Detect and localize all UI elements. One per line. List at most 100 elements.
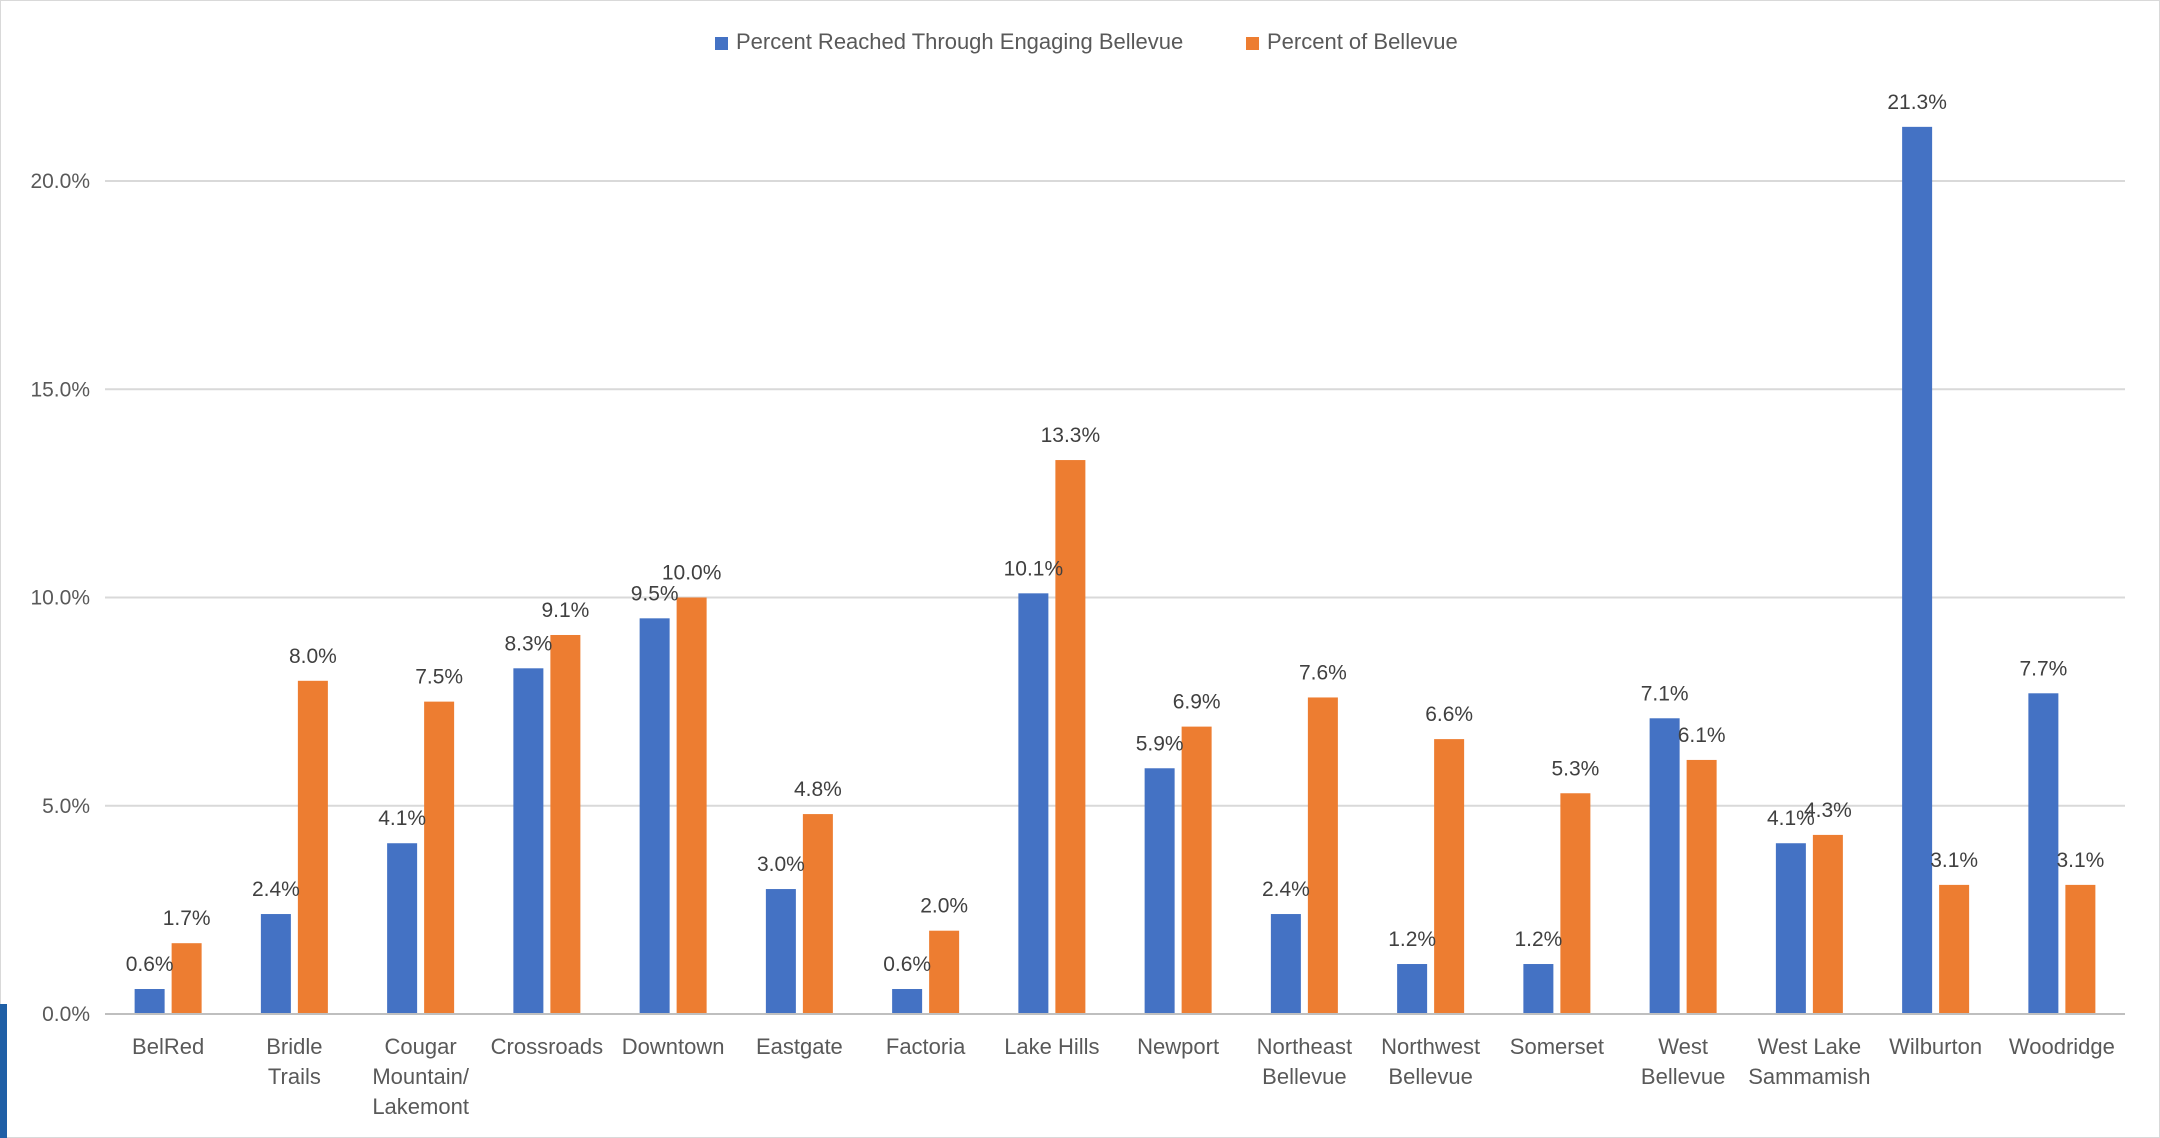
data-label: 6.9% — [1173, 691, 1221, 714]
bar-series-1 — [1649, 718, 1680, 1014]
bar-series-1 — [134, 989, 165, 1014]
x-category-label: Bellevue — [1641, 1064, 1725, 1089]
data-label: 9.1% — [541, 599, 589, 622]
bar-series-2 — [2065, 884, 2096, 1014]
x-category-label: Lake Hills — [1004, 1034, 1099, 1059]
x-category-label: BelRed — [132, 1034, 204, 1059]
data-label: 5.9% — [1136, 732, 1184, 755]
bar-series-2 — [1307, 697, 1338, 1014]
x-category-label: Bellevue — [1262, 1064, 1346, 1089]
bar-series-1 — [1523, 964, 1554, 1014]
x-category-label: Trails — [268, 1064, 321, 1089]
bar-series-2 — [171, 943, 202, 1014]
y-tick-label: 15.0% — [30, 378, 90, 401]
data-label: 6.6% — [1425, 703, 1473, 726]
x-axis: BelRed Bridle Trails Cougar Mountain/Lakemon… — [105, 1013, 2125, 1119]
data-label: 13.3% — [1041, 424, 1101, 447]
data-label: 10.1% — [1004, 557, 1064, 580]
x-category-label: Cougar — [385, 1034, 457, 1059]
data-label: 21.3% — [1887, 91, 1947, 114]
data-label: 4.1% — [1767, 807, 1815, 830]
data-label: 10.0% — [662, 562, 722, 585]
bar-series-2 — [676, 597, 707, 1014]
bar-series-2 — [550, 634, 581, 1014]
data-label: 7.5% — [415, 666, 463, 689]
bar-series-2 — [929, 930, 960, 1014]
bar-series-1 — [387, 843, 418, 1014]
bars — [134, 126, 2096, 1015]
x-category-label: West — [1658, 1034, 1708, 1059]
data-labels: 0.6% 2.4% 4.1% 8.3% 9.5% 3.0% 0.6% 10.1% 5.9% 2.4… — [126, 91, 2105, 976]
legend-swatch — [715, 37, 728, 50]
x-category-label: Wilburton — [1889, 1034, 1982, 1059]
bar-series-1 — [1397, 964, 1428, 1014]
bar-series-2 — [424, 701, 455, 1014]
bar-series-1 — [765, 889, 796, 1014]
legend-swatch — [1246, 37, 1259, 50]
data-label: 4.1% — [378, 807, 426, 830]
data-label: 6.1% — [1678, 724, 1726, 747]
legend: Percent Reached Through Engaging Bellevu… — [715, 29, 1458, 54]
left-accent-bar — [0, 1004, 7, 1138]
x-category-label: Factoria — [886, 1034, 966, 1059]
data-label: 2.4% — [1262, 878, 1310, 901]
bar-series-2 — [1434, 739, 1465, 1014]
data-label: 3.1% — [2056, 849, 2104, 872]
bar-series-2 — [802, 814, 833, 1014]
x-category-label: Newport — [1137, 1034, 1219, 1059]
x-category-label: Bellevue — [1388, 1064, 1472, 1089]
x-category-label: Northeast — [1257, 1034, 1352, 1059]
y-axis: 0.0% 5.0% 10.0% 15.0% 20.0% — [30, 170, 90, 1026]
bar-series-1 — [1902, 126, 1933, 1015]
data-label: 3.1% — [1930, 849, 1978, 872]
data-label: 2.4% — [252, 878, 300, 901]
bar-series-1 — [1270, 914, 1301, 1014]
bar-series-1 — [513, 668, 544, 1014]
x-category-label: Bridle — [266, 1034, 322, 1059]
data-label: 4.3% — [1804, 799, 1852, 822]
x-category-label: Downtown — [622, 1034, 725, 1059]
x-category-label: Sammamish — [1748, 1064, 1870, 1089]
bar-series-2 — [1812, 834, 1843, 1014]
legend-label: Percent of Bellevue — [1267, 29, 1458, 54]
bar-series-1 — [260, 914, 291, 1014]
x-category-label: Northwest — [1381, 1034, 1480, 1059]
x-category-label: Crossroads — [491, 1034, 603, 1059]
y-tick-label: 0.0% — [42, 1003, 90, 1026]
y-tick-label: 10.0% — [30, 587, 90, 610]
data-label: 7.1% — [1641, 682, 1689, 705]
y-tick-label: 5.0% — [42, 795, 90, 818]
data-label: 7.6% — [1299, 661, 1347, 684]
legend-label: Percent Reached Through Engaging Bellevu… — [736, 29, 1183, 54]
bar-series-1 — [639, 618, 670, 1014]
x-category-label: West Lake — [1758, 1034, 1862, 1059]
data-label: 2.0% — [920, 895, 968, 918]
x-category-label: Lakemont — [372, 1094, 469, 1119]
bar-series-2 — [1686, 759, 1717, 1014]
bar-series-1 — [2028, 693, 2059, 1014]
data-label: 4.8% — [794, 778, 842, 801]
gridlines — [105, 180, 2125, 807]
data-label: 8.3% — [504, 632, 552, 655]
bar-series-1 — [1144, 768, 1175, 1014]
x-category-label: Woodridge — [2009, 1034, 2115, 1059]
data-label: 3.0% — [757, 853, 805, 876]
data-label: 9.5% — [631, 582, 679, 605]
bar-series-1 — [1018, 593, 1049, 1014]
data-label: 1.2% — [1388, 928, 1436, 951]
data-label: 0.6% — [126, 953, 174, 976]
bar-series-2 — [297, 680, 328, 1014]
bar-series-2 — [1560, 793, 1591, 1014]
data-label: 5.3% — [1551, 757, 1599, 780]
data-label: 0.6% — [883, 953, 931, 976]
bar-series-2 — [1181, 726, 1212, 1014]
x-category-label: Somerset — [1510, 1034, 1604, 1059]
x-category-label: Eastgate — [756, 1034, 843, 1059]
data-label: 1.7% — [163, 907, 211, 930]
bar-series-2 — [1055, 460, 1086, 1014]
data-label: 7.7% — [2019, 657, 2067, 680]
bar-series-1 — [892, 989, 923, 1014]
data-label: 1.2% — [1514, 928, 1562, 951]
bar-series-2 — [1939, 884, 1970, 1014]
